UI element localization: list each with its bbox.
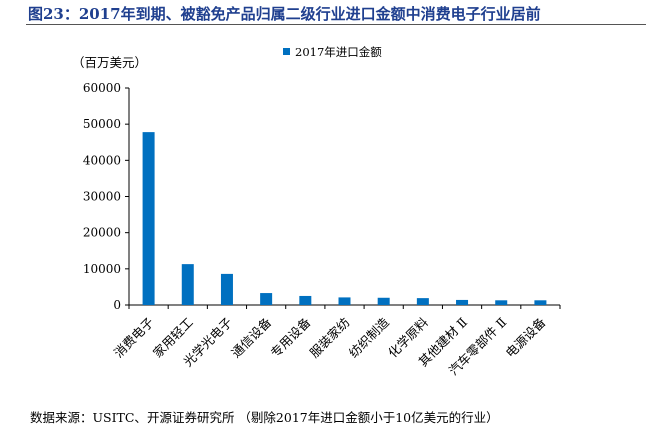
legend-label: 2017年进口金额: [295, 45, 382, 59]
bar: [377, 297, 390, 305]
bar: [456, 299, 469, 305]
y-tick-label: 30000: [83, 190, 121, 204]
x-tick-label: 消费电子: [111, 315, 157, 361]
bar: [338, 297, 351, 305]
title-divider: [26, 24, 646, 25]
y-tick-label: 20000: [83, 226, 121, 240]
bar: [416, 298, 429, 305]
bar: [181, 264, 194, 305]
x-tick-label: 服装家纺: [307, 315, 353, 361]
x-tick-label: 专用设备: [267, 314, 313, 360]
x-tick-label: 纺织制造: [346, 314, 392, 360]
y-tick-label: 0: [113, 298, 121, 312]
y-tick-label: 50000: [83, 117, 121, 131]
legend-swatch: [283, 48, 290, 55]
y-tick-label: 40000: [83, 153, 121, 167]
bar: [299, 295, 312, 305]
bar: [260, 293, 273, 305]
bar: [142, 132, 155, 305]
bar: [495, 300, 508, 305]
y-tick-label: 10000: [83, 262, 121, 276]
y-tick-label: 60000: [83, 81, 121, 95]
bar: [534, 300, 547, 305]
source-note: 数据来源：USITC、开源证券研究所 （剔除2017年进口金额小于10亿美元的行…: [30, 410, 499, 425]
x-tick-label: 通信设备: [228, 314, 274, 360]
x-tick-label: 电源设备: [503, 314, 549, 360]
bar: [220, 273, 233, 305]
y-axis-unit-label: （百万美元）: [72, 55, 147, 70]
figure-title: 图23：2017年到期、被豁免产品归属二级行业进口金额中消费电子行业居前: [28, 5, 541, 23]
